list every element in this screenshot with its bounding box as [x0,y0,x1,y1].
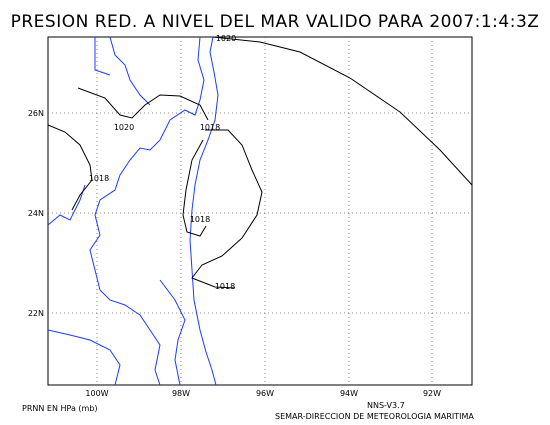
lon-label: 94W [340,389,358,398]
lon-label: 100W [85,389,108,398]
lat-label: 22N [28,309,44,318]
contour-labels: 1020 1020 1018 1018 1018 1018 [89,34,236,291]
footer-credit: SEMAR-DIRECCION DE METEOROLOGIA MARITIMA [275,412,474,421]
contour-label: 1018 [200,123,220,132]
lat-label: 26N [28,109,44,118]
contour-label: 1018 [215,282,235,291]
contour-label: 1020 [114,123,134,132]
map-title: PRESION RED. A NIVEL DEL MAR VALIDO PARA… [11,12,540,32]
frame [47,36,473,386]
lon-label: 92W [423,389,441,398]
isobars [47,36,473,289]
map-frame [47,36,473,386]
footer-version: NNS-V3.7 [367,401,405,410]
contour-label: 1020 [216,34,236,43]
coastline-borders [47,36,219,386]
lon-labels: 100W 98W 96W 94W 92W [85,389,441,398]
lat-labels: 26N 24N 22N [28,109,44,318]
lon-label: 96W [256,389,274,398]
contour-label: 1018 [190,215,210,224]
footer-units: PRNN EN HPa (mb) [22,404,98,413]
lon-label: 98W [172,389,190,398]
contour-label: 1018 [89,174,109,183]
graticule [48,37,472,385]
lat-label: 24N [28,209,44,218]
